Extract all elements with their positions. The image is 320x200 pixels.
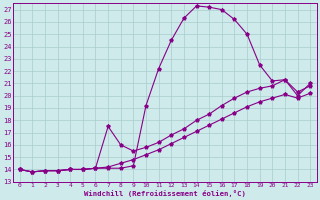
X-axis label: Windchill (Refroidissement éolien,°C): Windchill (Refroidissement éolien,°C) (84, 190, 246, 197)
